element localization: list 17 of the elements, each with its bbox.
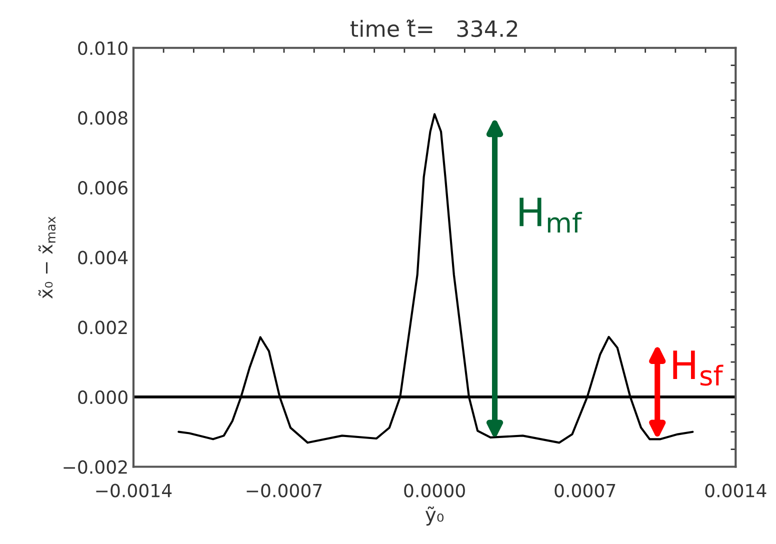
chart-title: time t̃= 334.2 [350, 19, 518, 38]
annotation: H$_{sf}$ [673, 350, 724, 386]
y-tick-label: 0.004 [78, 250, 128, 264]
y-tick-label: 0.000 [78, 390, 128, 404]
y-tick-label: 0.006 [78, 180, 128, 195]
annotation: H$_{mf}$ [520, 198, 582, 232]
y-tick-label: 0.002 [78, 320, 127, 334]
y-axis-title: x̃₀ − x̃$_{max}$ [38, 216, 56, 299]
x-tick-label: 0.0014 [705, 484, 766, 498]
y-tick-label: 0.008 [78, 111, 128, 125]
x-tick-label: 0.0000 [404, 484, 465, 498]
x-tick-label: −0.0014 [96, 484, 172, 498]
x-tick-label: −0.0007 [246, 484, 322, 498]
x-axis-title: ỹ₀ [425, 506, 444, 526]
y-tick-label: 0.010 [78, 41, 128, 55]
y-tick-label: −0.002 [64, 460, 127, 474]
x-tick-label: 0.0007 [554, 484, 616, 498]
